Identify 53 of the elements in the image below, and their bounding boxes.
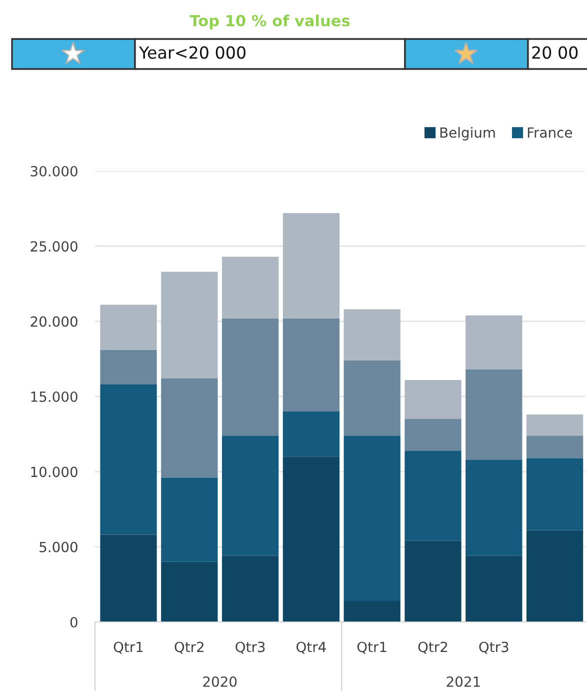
bar: [466, 460, 522, 556]
x-tick-label: Qtr2: [174, 642, 204, 654]
y-tick-label: 0: [70, 616, 78, 628]
bar: [526, 530, 584, 622]
bar: [404, 419, 462, 451]
bar: [466, 556, 522, 622]
y-tick-label: 5.000: [40, 542, 78, 552]
y-tick-label: 10.000: [31, 466, 78, 478]
text: 20 00: [532, 46, 578, 59]
bar: [161, 272, 218, 378]
x-tick-label: Qtr3: [236, 642, 265, 654]
bar: [161, 562, 218, 622]
text: 2021: [446, 676, 480, 687]
y-tick-label: 15.000: [31, 391, 78, 402]
bar: [466, 315, 522, 370]
bar: [161, 378, 218, 478]
bar: [282, 213, 340, 318]
bar: [526, 414, 584, 436]
bar: [526, 436, 584, 458]
text: Top 10 % of values: [190, 14, 350, 30]
text: 2020: [203, 676, 237, 687]
bar: [344, 360, 400, 436]
x-tick-label: Qtr2: [418, 642, 448, 654]
bar: [222, 318, 279, 436]
bar: [282, 318, 340, 412]
bar: [344, 600, 400, 622]
bar: [222, 556, 279, 622]
bar: [222, 256, 279, 318]
y-tick-label: 25.000: [30, 241, 78, 252]
bar: [344, 309, 400, 360]
bar: [404, 380, 462, 420]
text: Year<20 000: [138, 46, 246, 59]
bar: [161, 478, 218, 562]
y-tick-label: 20.000: [30, 316, 78, 327]
x-tick-label: Qtr4: [296, 642, 326, 654]
bar: [404, 540, 462, 622]
bar: [526, 458, 584, 530]
bar: [100, 384, 157, 535]
bar: [100, 304, 157, 350]
bar: [100, 350, 157, 384]
bar: [404, 450, 462, 541]
legend-label: France: [528, 127, 572, 138]
bar: [282, 412, 340, 457]
bar: [100, 534, 157, 622]
x-tick-label: Qtr3: [479, 642, 508, 654]
bar: [344, 436, 400, 601]
bar: [466, 369, 522, 460]
bar: [222, 436, 279, 556]
x-tick-label: Qtr1: [357, 642, 386, 654]
bar: [282, 456, 340, 622]
legend-label: Belgium: [440, 127, 495, 140]
y-tick-label: 30.000: [30, 166, 78, 176]
x-tick-label: Qtr1: [114, 642, 143, 654]
